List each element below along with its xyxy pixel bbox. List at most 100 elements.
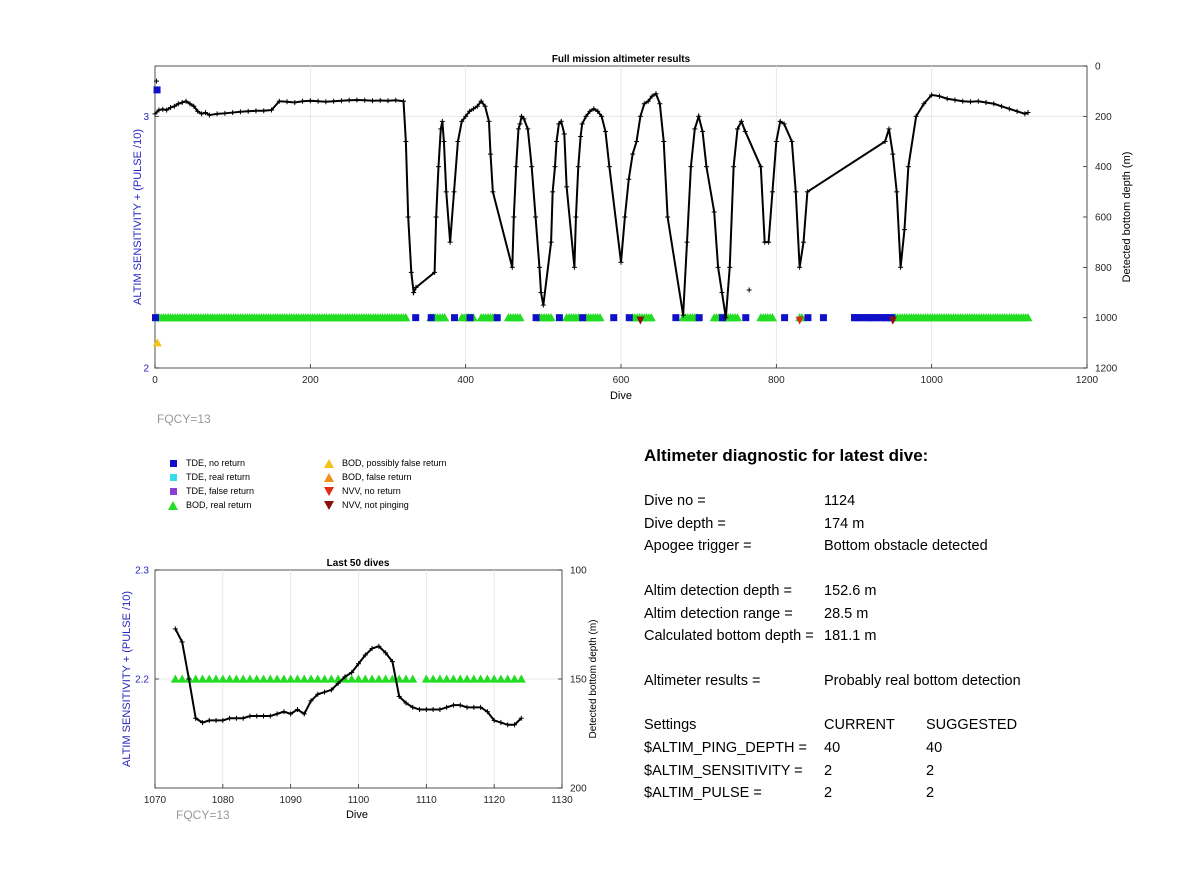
settings-row: $ALTIM_PING_DEPTH = 40 40 — [644, 737, 1164, 760]
depth-point — [410, 704, 416, 710]
bod-real-return-marker — [354, 674, 363, 683]
tde-no-return-marker — [672, 314, 680, 322]
depth-point — [193, 715, 199, 721]
diag-row-calc-depth: Calculated bottom depth = 181.1 m — [644, 625, 1164, 648]
tde-no-return-marker — [532, 314, 540, 322]
tde-no-return-marker — [718, 314, 726, 322]
depth-point — [901, 227, 907, 233]
diagnostic-title: Altimeter diagnostic for latest dive: — [644, 446, 929, 465]
depth-point — [758, 164, 764, 170]
setting-suggested: 40 — [926, 740, 943, 757]
depth-point — [230, 110, 236, 116]
depth-point — [498, 720, 504, 726]
setting-current: 2 — [824, 785, 833, 802]
depth-point — [564, 184, 570, 190]
depth-point — [777, 118, 783, 124]
depth-point — [515, 126, 521, 132]
x-tick-label: 800 — [768, 375, 785, 386]
nvv-marker — [795, 316, 804, 325]
depth-point — [518, 715, 524, 721]
depth-point — [237, 109, 243, 115]
depth-point — [944, 96, 950, 102]
depth-point — [898, 264, 904, 270]
y-right-tick-label: 150 — [570, 675, 587, 686]
depth-point — [240, 715, 246, 721]
x-tick-label: 1090 — [280, 795, 303, 806]
depth-point — [447, 239, 453, 245]
legend-label: TDE, no return — [186, 458, 246, 468]
depth-point — [349, 669, 355, 675]
bod-real-return-marker — [245, 674, 255, 683]
setting-name: $ALTIM_SENSITIVITY = — [644, 762, 803, 779]
diag-label: Dive depth = — [644, 515, 726, 532]
depth-point — [561, 131, 567, 137]
depth-point — [335, 680, 341, 686]
depth-point — [789, 139, 795, 144]
depth-point — [622, 214, 628, 220]
x-tick-label: 1130 — [551, 795, 573, 806]
bod-real-return-marker — [510, 674, 520, 683]
y-right-tick-label: 200 — [1095, 112, 1112, 123]
depth-point — [773, 139, 779, 144]
bod-possibly-false-marker — [152, 338, 162, 347]
square-marker-icon — [169, 473, 177, 481]
depth-point — [411, 290, 417, 295]
depth-point — [168, 105, 174, 111]
depth-point — [377, 97, 383, 103]
depth-point — [199, 111, 205, 117]
tde-no-return-marker — [610, 314, 618, 322]
depth-point — [554, 139, 560, 144]
tde-no-return-marker — [153, 86, 161, 94]
tde-no-return-marker — [466, 314, 474, 322]
tde-no-return-marker — [412, 314, 420, 322]
tde-no-return-marker — [427, 314, 435, 322]
y-left-tick-label: 2.3 — [135, 566, 149, 577]
bod-real-return-marker — [292, 674, 302, 683]
nvv-marker — [636, 316, 645, 325]
triangle-down-marker-icon — [324, 486, 334, 496]
bod-real-return-marker — [408, 674, 418, 683]
x-tick-label: 1200 — [1076, 375, 1099, 386]
depth-point — [175, 101, 181, 107]
bod-real-return-marker — [204, 674, 214, 683]
depth-point — [408, 269, 414, 275]
depth-point — [294, 707, 300, 713]
depth-point — [793, 189, 799, 195]
depth-point — [484, 709, 490, 715]
depth-point — [457, 702, 463, 708]
depth-point — [540, 302, 546, 308]
depth-point — [719, 290, 725, 295]
depth-point — [649, 93, 655, 99]
depth-point — [645, 98, 651, 104]
bod-real-return-marker — [516, 674, 526, 683]
depth-point — [385, 98, 391, 104]
depth-point — [579, 121, 585, 127]
depth-point — [894, 189, 900, 195]
bod-real-return-marker — [421, 674, 431, 683]
depth-point — [488, 151, 494, 157]
depth-point — [338, 98, 344, 104]
diag-label: Altim detection depth = — [644, 583, 792, 600]
diag-row-det-range: Altim detection range = 28.5 m — [644, 602, 1164, 625]
top-left-ticks: 23 — [143, 112, 159, 375]
y-right-tick-label: 800 — [1095, 263, 1112, 274]
top-marks — [152, 86, 1033, 347]
legend-item: TDE, no return — [166, 458, 245, 468]
bod-real-return-marker — [320, 674, 330, 683]
depth-point — [450, 702, 456, 708]
depth-point — [443, 189, 449, 195]
depth-point — [261, 713, 267, 719]
depth-point — [490, 189, 496, 195]
bod-real-return-marker — [428, 674, 438, 683]
tde-no-return-marker — [819, 314, 827, 322]
depth-point — [220, 717, 226, 723]
top-fqcy-label: FQCY=13 — [157, 412, 211, 426]
legend-label: BOD, real return — [186, 500, 252, 510]
bottom-ylabel-left: ALTIM SENSITIVITY + (PULSE /10) — [121, 591, 133, 767]
triangle-up-marker-icon — [324, 472, 334, 482]
y-right-tick-label: 600 — [1095, 213, 1112, 224]
depth-point — [292, 99, 298, 105]
diag-row-results: Altimeter results = Probably real bottom … — [644, 670, 1164, 693]
depth-point — [731, 164, 737, 170]
depth-point — [227, 715, 233, 721]
